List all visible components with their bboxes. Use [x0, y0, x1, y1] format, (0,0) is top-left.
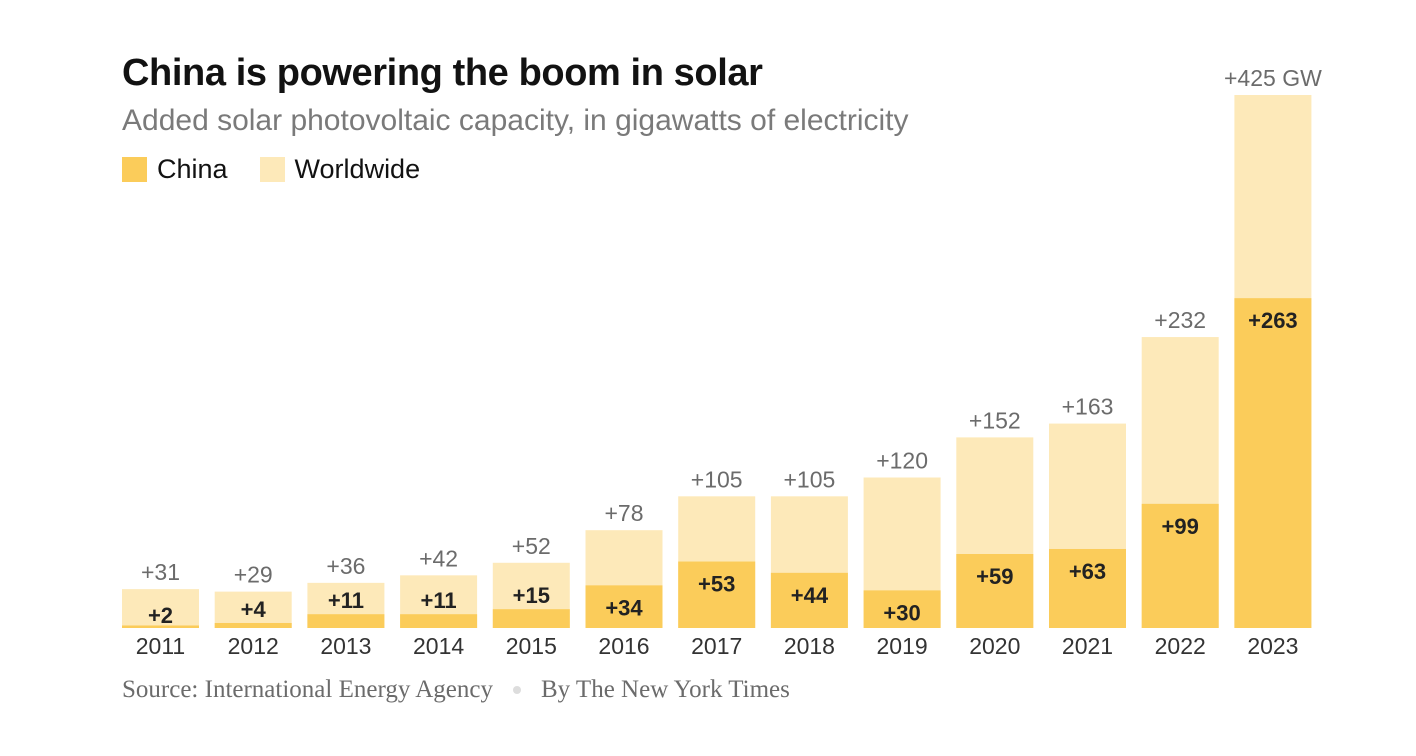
x-tick-label: 2011: [136, 633, 185, 659]
total-value-label: +78: [604, 500, 643, 526]
china-value-label: +99: [1162, 514, 1199, 539]
x-tick-label: 2021: [1062, 633, 1113, 659]
x-tick-label: 2016: [598, 633, 649, 659]
bar-china: [214, 622, 292, 628]
bar-china: [585, 585, 663, 628]
separator-dot: [512, 686, 521, 694]
bar-china: [1234, 298, 1312, 628]
china-value-label: +4: [241, 597, 267, 622]
legend-swatch-worldwide: [259, 157, 285, 182]
total-value-label: +31: [141, 559, 180, 585]
bar-china: [1049, 548, 1126, 628]
legend-item-china: China: [122, 154, 228, 185]
x-tick-label: 2022: [1155, 633, 1206, 659]
bar-worldwide: [122, 589, 199, 628]
bar-china: [122, 625, 199, 628]
legend-swatch-china: [122, 157, 147, 182]
legend-item-worldwide: Worldwide: [259, 154, 421, 185]
total-value-label: +105: [783, 466, 835, 492]
total-value-label: +52: [512, 533, 551, 559]
china-value-label: +53: [698, 572, 735, 597]
china-value-label: +2: [148, 603, 173, 628]
china-value-label: +263: [1248, 308, 1298, 333]
x-tick-label: 2018: [784, 633, 835, 659]
x-tick-label: 2012: [228, 633, 279, 659]
legend: China Worldwide: [122, 154, 420, 185]
bar-china: [956, 554, 1034, 628]
bar-worldwide: [214, 591, 292, 628]
total-value-label: +232: [1154, 307, 1206, 333]
bar-china: [678, 561, 756, 628]
x-tick-label: 2023: [1247, 633, 1298, 659]
x-tick-label: 2020: [969, 633, 1020, 659]
china-value-label: +11: [421, 588, 457, 613]
footer: Source: International Energy Agency By T…: [122, 676, 790, 704]
bar-china: [1141, 503, 1219, 628]
bar-china: [863, 590, 941, 628]
x-tick-label: 2017: [691, 633, 742, 659]
x-tick-label: 2015: [506, 633, 557, 659]
legend-label-worldwide: Worldwide: [294, 154, 421, 184]
total-value-label: +152: [969, 407, 1021, 433]
total-value-label: +29: [234, 562, 273, 588]
china-value-label: +15: [513, 583, 550, 608]
x-tick-label: 2013: [320, 633, 371, 659]
x-tick-label: 2014: [413, 633, 464, 659]
x-tick-label: 2019: [877, 633, 928, 659]
source-note: Source: International Energy Agency: [122, 676, 493, 703]
china-value-label: +34: [605, 595, 643, 620]
china-value-label: +44: [791, 583, 829, 608]
total-value-label: +42: [419, 545, 458, 571]
bar-china: [400, 614, 478, 628]
bar-china: [770, 572, 848, 628]
china-value-label: +63: [1069, 559, 1106, 584]
china-value-label: +30: [883, 600, 920, 625]
total-value-label: +120: [876, 448, 928, 474]
total-value-label: +425 GW: [1224, 65, 1322, 91]
total-value-label: +36: [326, 553, 365, 579]
total-value-label: +105: [691, 466, 743, 492]
chart-title: China is powering the boom in solar: [122, 52, 763, 94]
bar-china: [307, 614, 385, 628]
byline: By The New York Times: [540, 676, 790, 703]
total-value-label: +163: [1062, 394, 1114, 420]
bar-china: [492, 609, 570, 628]
china-value-label: +59: [976, 564, 1013, 589]
china-value-label: +11: [328, 588, 364, 613]
legend-label-china: China: [157, 154, 228, 184]
chart-subtitle: Added solar photovoltaic capacity, in gi…: [122, 104, 909, 137]
